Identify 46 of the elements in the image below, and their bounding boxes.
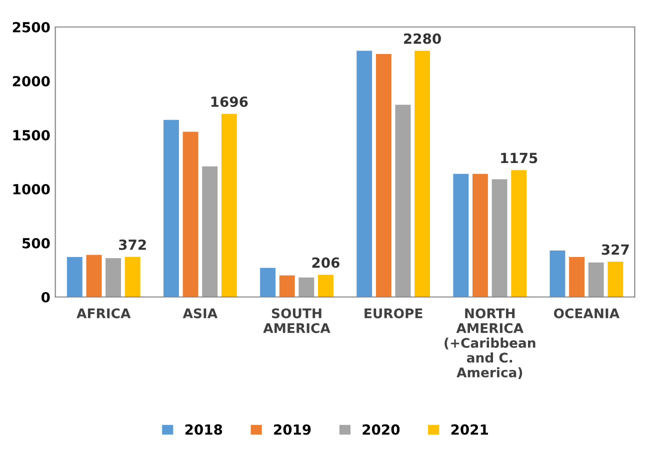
bar bbox=[66, 257, 82, 297]
bar bbox=[260, 268, 276, 297]
y-tick-label: 500 bbox=[22, 238, 50, 248]
bar bbox=[298, 278, 314, 297]
x-tick-label: EUROPE bbox=[364, 308, 422, 318]
x-tick-label: AFRICA bbox=[76, 308, 131, 318]
data-label: 206 bbox=[312, 257, 340, 268]
bar bbox=[86, 254, 102, 297]
bar bbox=[279, 275, 295, 297]
bar bbox=[106, 258, 121, 297]
x-tick-label: NORTH AMERICA (+Caribbean and C. America) bbox=[444, 308, 536, 379]
data-label: 1696 bbox=[211, 96, 248, 107]
bar bbox=[453, 174, 469, 297]
y-tick-label: 1000 bbox=[13, 184, 50, 194]
data-label: 372 bbox=[119, 239, 146, 250]
bar bbox=[376, 54, 392, 297]
x-tick-label: ASIA bbox=[182, 308, 218, 318]
legend-label: 2021 bbox=[451, 424, 488, 435]
legend-label: 2018 bbox=[185, 424, 222, 435]
bar bbox=[569, 257, 585, 297]
y-tick-label: 0 bbox=[41, 292, 50, 302]
y-tick-label: 2000 bbox=[12, 76, 50, 86]
bar bbox=[608, 262, 624, 297]
bar bbox=[202, 166, 218, 297]
y-tick-label: 2500 bbox=[12, 22, 50, 32]
bar bbox=[318, 274, 334, 297]
x-tick-label: SOUTH AMERICA bbox=[263, 308, 330, 334]
bar bbox=[395, 104, 411, 297]
bar bbox=[221, 114, 237, 297]
bar bbox=[124, 256, 140, 297]
bar bbox=[163, 120, 179, 297]
bar bbox=[356, 50, 372, 297]
bar bbox=[588, 262, 604, 297]
bar bbox=[472, 174, 488, 297]
data-label: 1175 bbox=[501, 152, 538, 164]
bar bbox=[492, 179, 508, 297]
legend-label: 2019 bbox=[274, 424, 311, 435]
legend-label: 2020 bbox=[362, 424, 400, 435]
data-label: 2280 bbox=[404, 33, 441, 44]
bar bbox=[182, 132, 198, 297]
bar bbox=[550, 250, 566, 297]
data-label: 327 bbox=[602, 244, 629, 255]
y-tick-label: 1500 bbox=[13, 130, 50, 140]
bar bbox=[511, 170, 527, 297]
bar bbox=[414, 50, 430, 297]
x-tick-label: OCEANIA bbox=[554, 308, 620, 318]
